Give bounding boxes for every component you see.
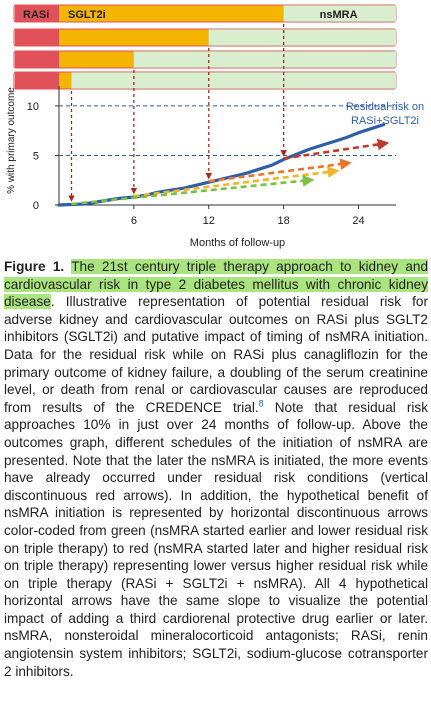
hypothetical-benefit-arrow bbox=[133, 166, 340, 198]
nsmra-bar bbox=[71, 72, 397, 89]
hypothetical-benefit-arrow bbox=[283, 138, 390, 160]
residual-risk-label-line1: Residual risk on bbox=[346, 101, 424, 113]
x-tick-label: 12 bbox=[203, 215, 215, 227]
x-tick-label: 18 bbox=[278, 215, 290, 227]
x-axis-label: Months of follow-up bbox=[190, 237, 285, 249]
hypothetical-benefit-arrow bbox=[208, 158, 352, 183]
y-tick-label: 5 bbox=[33, 150, 39, 162]
nsmra-bar bbox=[133, 51, 397, 68]
residual-risk-line bbox=[57, 123, 386, 207]
sglt2i-bar bbox=[59, 5, 284, 22]
figure-1-graphic: RASi SGLT2i nsMRA 0 5 10 6 12 18 24 Months of fol… bbox=[6, 4, 424, 249]
residual-risk-chart: 0 5 10 6 12 18 24 Months of follow-up % with pri… bbox=[6, 86, 424, 249]
x-tick-label: 24 bbox=[352, 215, 364, 227]
rasi-bar bbox=[15, 5, 59, 22]
rasi-bar bbox=[15, 72, 59, 89]
nsmra-bar bbox=[208, 29, 397, 46]
nsmra-bar bbox=[283, 5, 397, 22]
initiation-arrows bbox=[68, 24, 287, 202]
y-tick-label: 10 bbox=[27, 101, 39, 113]
y-tick-label: 0 bbox=[33, 200, 39, 212]
rasi-bar bbox=[15, 51, 59, 68]
sglt2i-bar bbox=[59, 29, 209, 46]
y-axis-label: % with primary outcome bbox=[6, 87, 17, 194]
rasi-bar bbox=[15, 29, 59, 46]
caption-label: Figure 1. bbox=[4, 259, 65, 274]
caption-body-part-1: . Illustrative representation of potenti… bbox=[4, 294, 428, 415]
sglt2i-bar bbox=[59, 72, 72, 89]
nsmra-label: nsMRA bbox=[320, 9, 358, 21]
x-tick-label: 6 bbox=[131, 215, 137, 227]
rasi-label: RASi bbox=[23, 9, 49, 21]
therapy-schedule-bars: RASi SGLT2i nsMRA bbox=[13, 4, 397, 90]
sglt2i-bar bbox=[59, 51, 134, 68]
sglt2i-label: SGLT2i bbox=[68, 9, 106, 21]
hypothetical-benefit-arrow bbox=[71, 174, 315, 206]
caption-reference[interactable]: 8 bbox=[258, 398, 264, 409]
caption-body-part-2: Note that residual risk approaches 10% i… bbox=[4, 399, 428, 679]
residual-risk-label-line2: RASi+SGLT2i bbox=[351, 115, 419, 127]
figure-caption: Figure 1. The 21st century triple therap… bbox=[4, 258, 429, 680]
